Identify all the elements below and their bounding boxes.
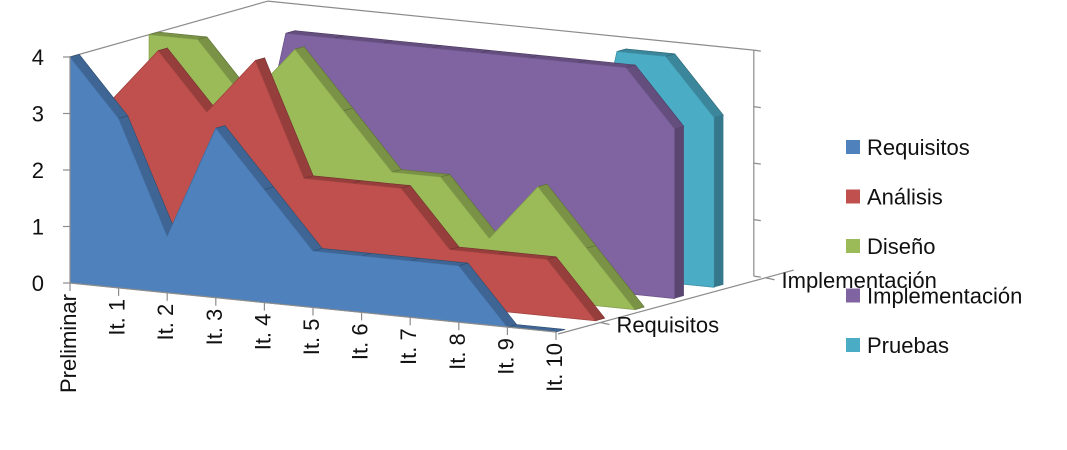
y-tick-label: 4	[32, 45, 44, 70]
area-side-face	[714, 115, 724, 288]
legend-label: Análisis	[867, 185, 943, 210]
x-tick-label: It. 9	[493, 338, 518, 375]
axis-layer: 0 1 2 3 4 Preliminar It. 1 It. 2 It. 3 It. 4 It. 5…	[32, 45, 937, 393]
x-tick-label: It. 4	[250, 314, 275, 351]
x-tick-label: It. 2	[153, 304, 178, 341]
depth-tick-mark	[600, 321, 610, 326]
x-tick-label: It. 10	[542, 343, 567, 392]
legend: Requisitos Análisis Diseño Implementación Pr…	[846, 135, 1022, 358]
x-tick-label: It. 8	[445, 333, 470, 370]
legend-swatch	[846, 288, 860, 303]
legend-swatch	[846, 338, 860, 352]
area-side-face	[674, 126, 684, 299]
legend-label: Implementación	[867, 284, 1022, 309]
depth-axis-label: Requisitos	[616, 312, 719, 337]
x-tick-label: It. 3	[202, 309, 227, 346]
x-tick-label: It. 5	[299, 319, 324, 356]
legend-label: Pruebas	[867, 333, 949, 358]
right-wall-tick	[753, 275, 761, 278]
right-wall-tick	[753, 49, 761, 52]
x-tick-label: Preliminar	[56, 294, 81, 393]
legend-label: Diseño	[867, 234, 935, 259]
x-tick-label: It. 7	[396, 328, 421, 365]
x-tick-label: It. 1	[105, 299, 130, 336]
back-wall-top-edge	[69, 0, 754, 58]
y-tick-label: 2	[32, 158, 44, 183]
series-requisitos	[69, 54, 566, 333]
legend-swatch	[846, 140, 860, 154]
right-wall-tick	[753, 162, 761, 165]
y-tick-label: 0	[32, 271, 44, 296]
y-tick-label: 1	[32, 215, 44, 240]
legend-swatch	[846, 189, 860, 204]
legend-label: Requisitos	[867, 135, 970, 160]
right-wall-tick	[753, 219, 761, 222]
chart-walls	[69, 0, 761, 278]
series-layer	[69, 30, 724, 333]
y-tick-label: 3	[32, 102, 44, 127]
depth-tick-mark	[765, 277, 775, 281]
right-wall-tick	[753, 106, 761, 109]
depth-axis-line	[557, 269, 794, 335]
x-tick-label: It. 6	[348, 323, 373, 360]
legend-swatch	[846, 239, 860, 253]
